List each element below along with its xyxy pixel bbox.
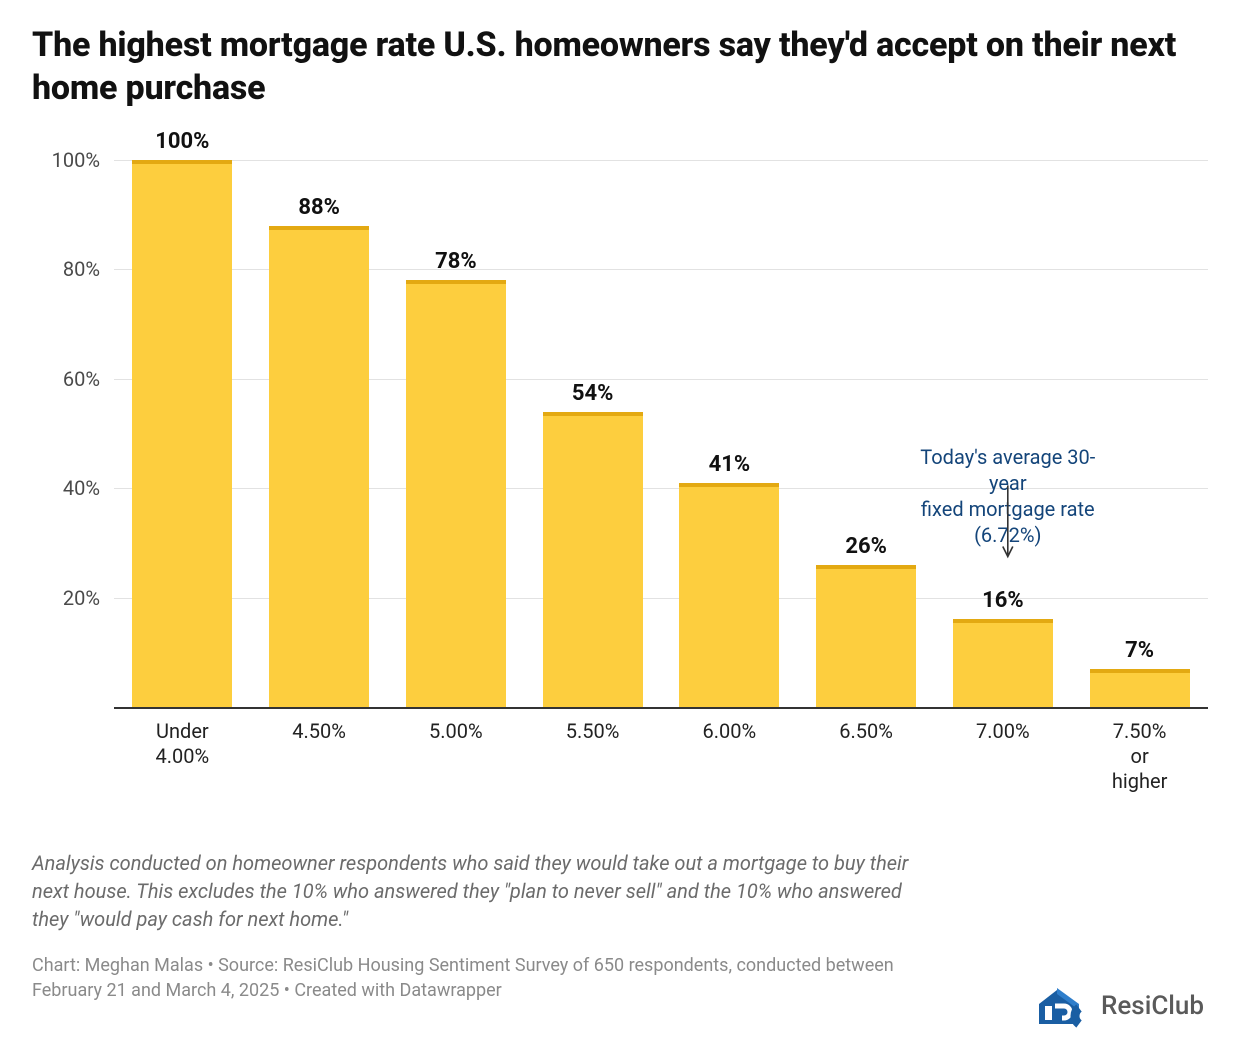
bar-top-stroke <box>816 565 916 569</box>
x-axis-labels: Under 4.00% 4.50% 5.00% 5.50% 6.00% 6.50% 7.00… <box>114 719 1208 779</box>
x-tick-label: 5.50% <box>566 719 620 744</box>
bar-value-label: 100% <box>155 129 209 154</box>
x-tick-label: 7.50% or higher <box>1105 719 1173 794</box>
bar: 54% <box>543 412 643 707</box>
bar: 88% <box>269 226 369 708</box>
x-tick-label: 7.00% <box>976 719 1030 744</box>
y-tick-label: 40% <box>63 476 114 500</box>
bar-value-label: 41% <box>709 452 751 477</box>
y-tick-label: 20% <box>63 586 114 610</box>
bar: 16% <box>953 619 1053 707</box>
brand-logo: ResiClub <box>1035 984 1204 1028</box>
bar: 26% <box>816 565 916 707</box>
y-tick-label: 80% <box>63 257 114 281</box>
bar-top-stroke <box>543 412 643 416</box>
bar-value-label: 26% <box>845 534 887 559</box>
x-tick-label: 6.00% <box>703 719 757 744</box>
brand-logo-text: ResiClub <box>1101 991 1204 1021</box>
gridline <box>114 160 1208 161</box>
resiclub-icon <box>1035 984 1089 1028</box>
x-tick-label: 5.00% <box>429 719 483 744</box>
x-tick-label: Under 4.00% <box>156 719 210 769</box>
bar-value-label: 78% <box>435 249 477 274</box>
annotation-label: Today's average 30-yearfixed mortgage ra… <box>908 444 1108 548</box>
bar-top-stroke <box>1090 669 1190 673</box>
bar-value-label: 16% <box>982 588 1024 613</box>
footer-credit: Chart: Meghan Malas • Source: ResiClub H… <box>32 953 912 1003</box>
bar-top-stroke <box>132 160 232 164</box>
bar: 41% <box>679 483 779 707</box>
bar: 100% <box>132 160 232 707</box>
y-tick-label: 100% <box>52 148 114 172</box>
chart-title: The highest mortgage rate U.S. homeowner… <box>32 24 1208 109</box>
bar-top-stroke <box>269 226 369 230</box>
x-tick-label: 4.50% <box>292 719 346 744</box>
bar-value-label: 54% <box>572 381 614 406</box>
bar: 78% <box>406 280 506 707</box>
bar-value-label: 7% <box>1125 638 1154 663</box>
footer-note: Analysis conducted on homeowner responde… <box>32 849 912 933</box>
x-tick-label: 6.50% <box>839 719 893 744</box>
bar: 7% <box>1090 669 1190 707</box>
bar-top-stroke <box>953 619 1053 623</box>
chart-page: The highest mortgage rate U.S. homeowner… <box>0 0 1240 1056</box>
bar-value-label: 88% <box>298 195 340 220</box>
plot-area: 20%40%60%80%100%100%88%78%54%41%26%16%7%… <box>114 127 1208 709</box>
bar-top-stroke <box>406 280 506 284</box>
chart-container: 20% 40% 60% 80% 100% 100% 88% 78% 54% 41% 26% 16% 7%… <box>32 127 1208 779</box>
bar-top-stroke <box>679 483 779 487</box>
y-tick-label: 60% <box>63 367 114 391</box>
